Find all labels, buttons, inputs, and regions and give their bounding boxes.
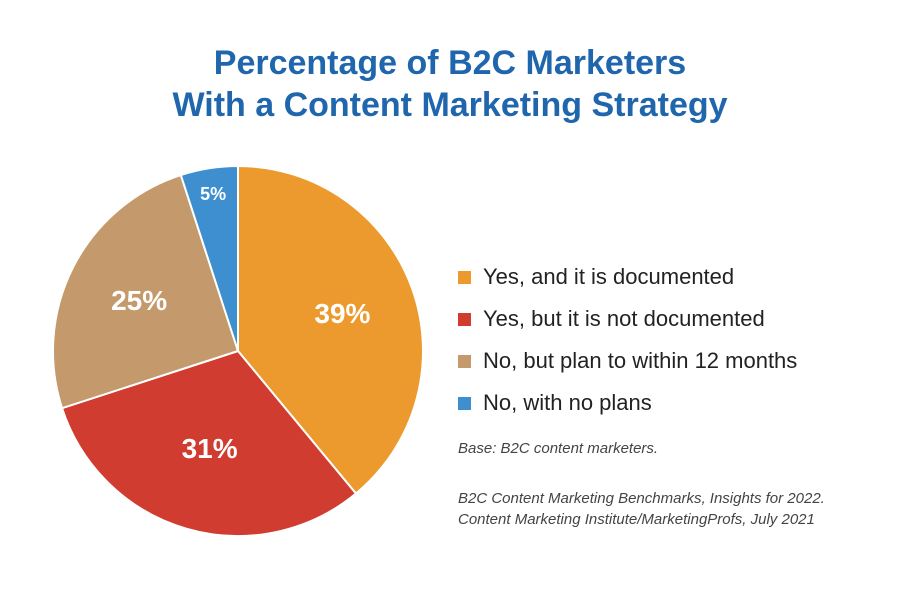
chart-title: Percentage of B2C Marketers With a Conte…	[0, 42, 900, 126]
legend-item: No, but plan to within 12 months	[458, 340, 888, 382]
slice-data-label: 39%	[314, 298, 370, 329]
slice-data-label: 25%	[111, 285, 167, 316]
legend-label: No, with no plans	[483, 390, 652, 415]
slice-data-label: 31%	[182, 433, 238, 464]
legend-label: No, but plan to within 12 months	[483, 348, 798, 373]
pie-slice-1	[237, 164, 424, 495]
chart-title-line-2: With a Content Marketing Strategy	[172, 86, 728, 124]
legend-label: Yes, and it is documented	[483, 264, 735, 289]
pie-slice-2	[60, 349, 358, 537]
source-note: B2C Content Marketing Benchmarks, Insigh…	[458, 488, 825, 530]
source-line-2: Content Marketing Institute/MarketingPro…	[458, 511, 815, 528]
legend-item: No, with no plans	[458, 382, 888, 424]
chart-title-line-1: Percentage of B2C Marketers	[213, 44, 687, 82]
pie-slice-3	[52, 173, 240, 410]
pie-slice-4	[179, 164, 239, 352]
legend-swatch	[458, 312, 471, 326]
legend-item: Yes, and it is documented	[458, 256, 888, 298]
slice-data-label: 5%	[200, 184, 226, 204]
source-line-1: B2C Content Marketing Benchmarks, Insigh…	[458, 490, 825, 507]
chart-legend: Yes, and it is documented Yes, but it is …	[458, 256, 888, 424]
legend-label: Yes, but it is not documented	[483, 306, 765, 331]
legend-swatch	[458, 270, 471, 284]
legend-item: Yes, but it is not documented	[458, 298, 888, 340]
base-note: Base: B2C content marketers.	[458, 440, 659, 457]
legend-swatch	[458, 396, 471, 410]
legend-swatch	[458, 354, 471, 368]
